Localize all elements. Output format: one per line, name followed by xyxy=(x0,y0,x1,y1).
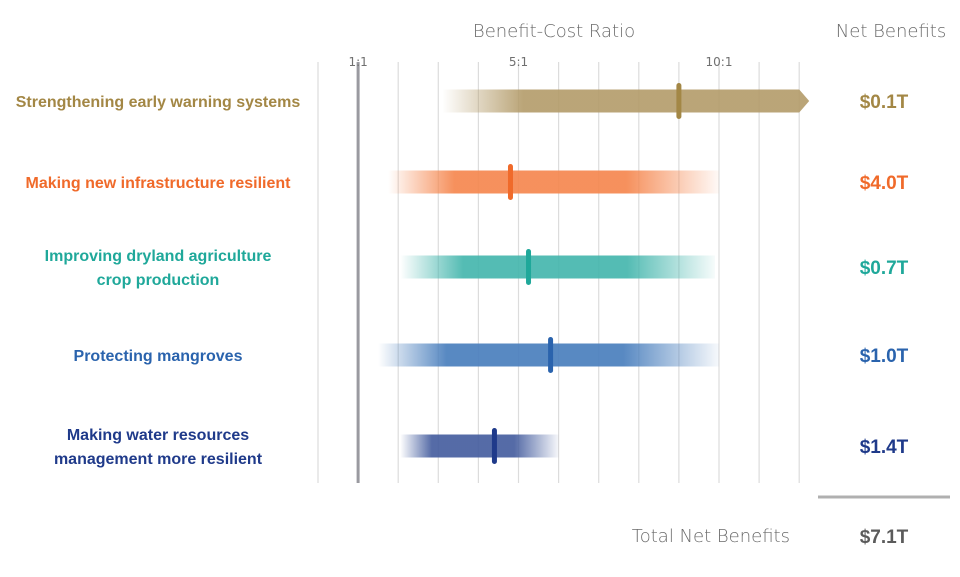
category-label: Strengthening early warning systems xyxy=(16,94,301,111)
total-net-benefits-value: $7.1T xyxy=(860,527,909,548)
net-benefit-value: $1.0T xyxy=(860,346,909,367)
tick-label: 5:1 xyxy=(509,55,528,69)
category-label-line: Making new infrastructure resilient xyxy=(26,175,292,192)
net-benefit-value: $0.1T xyxy=(860,92,909,113)
category-label-line: Strengthening early warning systems xyxy=(16,94,301,111)
category-label-line: Protecting mangroves xyxy=(74,348,243,365)
total-net-benefits-label: Total Net Benefits xyxy=(632,526,790,547)
category-label-line: crop production xyxy=(97,272,220,289)
net-benefit-values: $0.1T $4.0T $0.7T $1.0T $1.4T xyxy=(860,92,909,458)
net-benefit-value: $4.0T xyxy=(860,173,909,194)
category-label: Making new infrastructure resilient xyxy=(26,175,292,192)
net-benefits-header: Net Benefits xyxy=(836,21,946,42)
category-label-line: Improving dryland agriculture xyxy=(45,248,272,265)
net-benefit-value: $0.7T xyxy=(860,258,909,279)
range-bar xyxy=(400,434,559,458)
range-bar xyxy=(400,255,715,279)
tick-labels: 1:1 5:1 10:1 xyxy=(348,55,732,69)
net-benefit-value: $1.4T xyxy=(860,437,909,458)
axis-title: Benefit-Cost Ratio xyxy=(473,21,635,42)
range-bar-arrow xyxy=(442,89,810,113)
category-label-line: management more resilient xyxy=(54,451,263,468)
category-label: Protecting mangroves xyxy=(74,348,243,365)
tick-label: 1:1 xyxy=(348,55,367,69)
category-label-line: Making water resources xyxy=(67,427,249,444)
category-label: Improving dryland agriculture crop produc… xyxy=(45,248,272,289)
range-bars xyxy=(378,83,810,464)
category-labels: Strengthening early warning systems Makin… xyxy=(16,94,301,468)
range-bar xyxy=(388,170,719,194)
category-label: Making water resources management more re… xyxy=(54,427,263,468)
tick-label: 10:1 xyxy=(706,55,733,69)
